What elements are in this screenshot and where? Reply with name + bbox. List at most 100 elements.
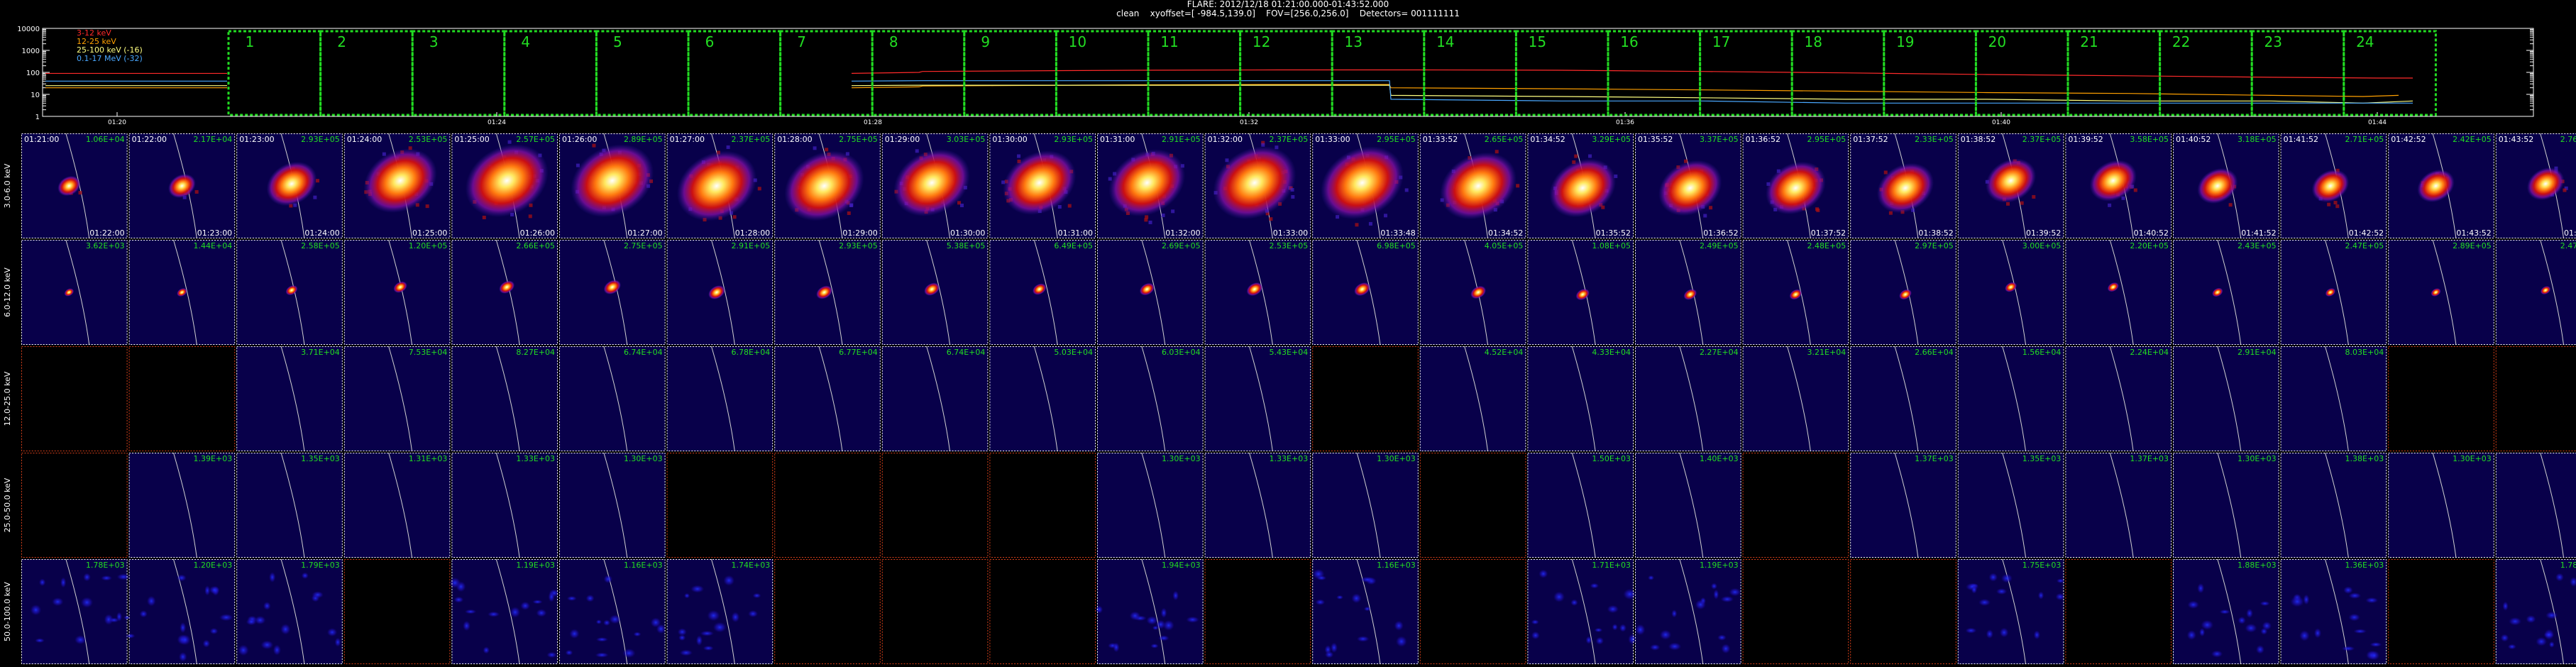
- peak-value: 2.91E+05: [1162, 135, 1201, 144]
- noise-blob: [2348, 613, 2361, 622]
- peak-value: 1.30E+03: [624, 454, 663, 463]
- peak-value: 2.17E+04: [194, 135, 233, 144]
- cell-frame: [1850, 133, 1956, 238]
- noise-blob: [536, 609, 547, 617]
- start-time: 01:31:00: [1100, 135, 1135, 144]
- cell-frame: [451, 559, 558, 664]
- interval-label: 6: [705, 33, 715, 50]
- image-cell: 2.97E+05: [1850, 239, 1956, 346]
- cell-frame: [666, 453, 774, 558]
- cell-frame: [2388, 453, 2494, 558]
- legend-entry: 0.1-17 MeV (-32): [77, 54, 143, 63]
- emission-speckle: [1148, 220, 1152, 224]
- end-time: 01:25:00: [412, 228, 447, 238]
- interval-box: [1974, 30, 2069, 116]
- image-cell: [2388, 559, 2494, 664]
- cell-frame: [881, 240, 989, 345]
- emission-speckle: [1057, 204, 1062, 209]
- peak-value: 6.77E+04: [839, 348, 878, 357]
- image-cell: 2.37E+05 01:38:52 01:39:52: [1957, 133, 2064, 239]
- cell-background: [559, 346, 666, 451]
- noise-blob: [569, 629, 580, 639]
- cell-background: [774, 346, 881, 451]
- flare-source: [57, 175, 81, 197]
- flare-source: [2417, 169, 2455, 203]
- peak-value: 1.30E+03: [1377, 454, 1416, 463]
- emission-speckle: [2133, 188, 2137, 192]
- noise-blob: [2368, 650, 2380, 661]
- flare-source: [571, 144, 654, 218]
- cell-frame: [1635, 133, 1741, 238]
- noise-blob: [1330, 642, 1338, 654]
- peak-value: 1.19E+03: [1700, 561, 1739, 570]
- start-time: 01:21:00: [24, 135, 59, 144]
- image-cell: 1.40E+03: [1635, 452, 1741, 558]
- solar-limb: [1141, 346, 1166, 452]
- flare-source: [1213, 146, 1297, 220]
- cell-background: [881, 346, 989, 451]
- start-time: 01:42:52: [2391, 135, 2426, 144]
- noise-blob: [700, 630, 715, 636]
- cell-background: [1850, 346, 1956, 451]
- cell-background: [343, 346, 451, 451]
- band-label: 3.0-6.0 keV: [3, 163, 12, 208]
- y-tick-label: 1000: [22, 48, 40, 55]
- noise-blob: [74, 635, 87, 645]
- noise-blob: [2033, 630, 2041, 640]
- noise-blob: [1607, 605, 1619, 614]
- noise-blob: [1978, 598, 1991, 607]
- end-time: 01:23:00: [197, 228, 232, 238]
- solar-limb: [1894, 452, 1919, 558]
- cell-frame: [1850, 559, 1956, 664]
- flare-source: [393, 281, 407, 293]
- noise-blob: [1668, 642, 1682, 651]
- peak-value: 1.56E+04: [2022, 348, 2062, 357]
- start-time: 01:33:52: [1423, 135, 1458, 144]
- cell-frame: [2065, 133, 2172, 238]
- solar-limb: [172, 558, 197, 665]
- noise-blob: [312, 591, 324, 599]
- end-time: 01:24:00: [304, 228, 339, 238]
- cell-background: [1957, 453, 2064, 558]
- interval-box: [871, 30, 966, 116]
- peak-value: 2.91E+04: [2238, 348, 2277, 357]
- emission-speckle: [2554, 166, 2558, 170]
- image-cell: 1.33E+03: [1204, 452, 1311, 558]
- peak-value: 4.52E+04: [1485, 348, 1524, 357]
- solar-limb: [2002, 558, 2027, 665]
- solar-limb: [1356, 558, 1381, 665]
- noise-blob: [595, 636, 609, 642]
- cell-frame: [128, 453, 236, 558]
- interval-box: [1607, 30, 1702, 116]
- cell-background: [2065, 559, 2172, 664]
- emission-speckle: [1888, 211, 1893, 215]
- emission-speckle: [2228, 203, 2233, 207]
- solar-limb: [1571, 452, 1596, 558]
- noise-blob: [180, 622, 187, 634]
- noise-blob: [1363, 606, 1371, 612]
- cell-frame: [666, 133, 774, 238]
- noise-blob: [1095, 605, 1103, 614]
- noise-blob: [2369, 641, 2382, 647]
- noise-blob: [38, 578, 46, 587]
- flare-source: [603, 280, 622, 294]
- image-cell: 2.71E+05 01:41:52 01:42:52: [2280, 133, 2387, 239]
- solar-limb: [2324, 452, 2349, 558]
- start-time: 01:37:52: [1853, 135, 1888, 144]
- peak-value: 2.49E+05: [1700, 241, 1739, 250]
- image-cell: 5.43E+04: [1204, 346, 1311, 452]
- peak-value: 1.38E+03: [2345, 454, 2384, 463]
- start-time: 01:28:00: [777, 135, 812, 144]
- image-cell: 4.33E+04: [1527, 346, 1634, 452]
- noise-blob: [1585, 636, 1592, 644]
- noise-blob: [2569, 577, 2576, 588]
- cell-frame: [1850, 453, 1956, 558]
- image-cell: 1.08E+05: [1527, 239, 1634, 346]
- noise-blob: [1590, 583, 1600, 589]
- noise-blob: [2536, 636, 2548, 646]
- emission-speckle: [507, 140, 512, 144]
- flare-source: [2311, 169, 2350, 203]
- emission-speckle: [813, 146, 817, 150]
- peak-value: 2.47E+05: [2560, 241, 2576, 250]
- peak-value: 3.62E+03: [86, 241, 125, 250]
